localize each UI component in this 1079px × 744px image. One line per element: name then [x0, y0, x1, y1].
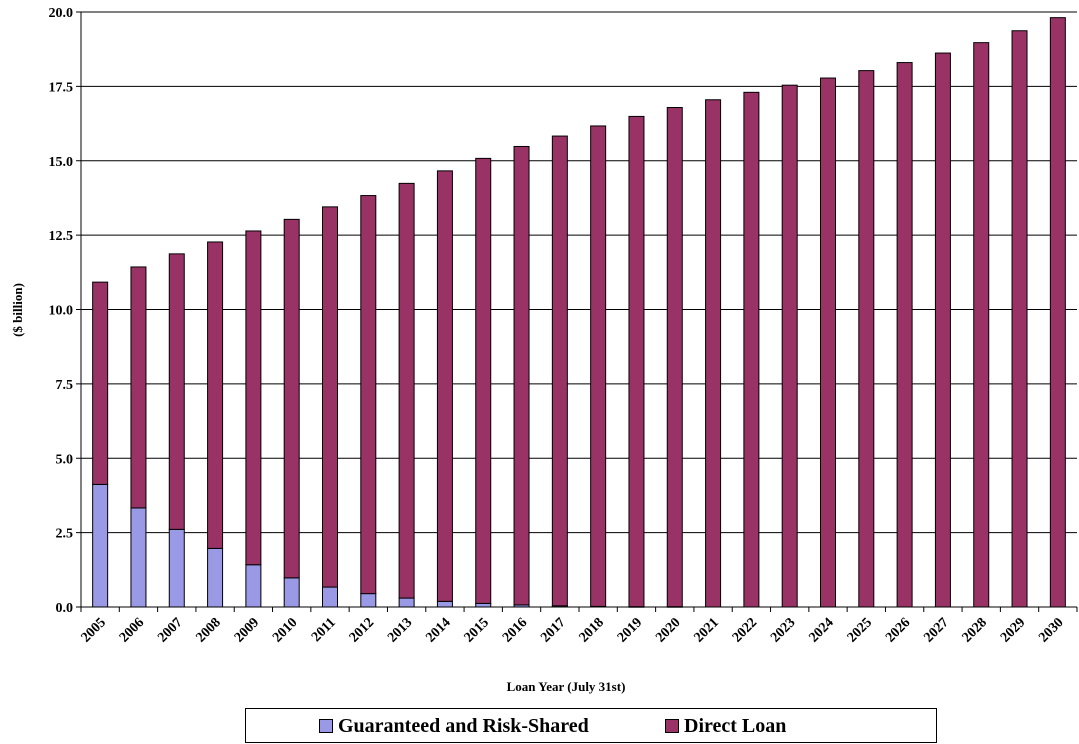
x-tick-label: 2016: [500, 615, 530, 645]
bar-direct-loan-2009: [245, 230, 262, 566]
x-axis-title: Loan Year (July 31st): [507, 679, 626, 694]
x-tick-label: 2012: [347, 615, 377, 645]
legend-swatch-series-1: [319, 719, 333, 733]
x-tick-label: 2010: [270, 615, 300, 645]
x-tick-label: 2019: [615, 615, 645, 645]
bar-direct-loan-2005: [92, 281, 109, 485]
bar-direct-loan-2029: [1011, 30, 1028, 608]
bar-guaranteed-2010: [283, 577, 300, 608]
x-tick-label: 2009: [232, 615, 262, 645]
bar-guaranteed-2006: [130, 507, 147, 608]
x-tick-label: 2028: [960, 615, 990, 645]
bar-direct-loan-2023: [781, 84, 798, 608]
bar-guaranteed-2015: [475, 602, 492, 608]
y-tick-label: 20.0: [49, 6, 74, 21]
bar-direct-loan-2025: [858, 70, 875, 608]
bar-direct-loan-2022: [743, 91, 760, 608]
y-tick-label: 17.5: [49, 80, 74, 95]
bar-direct-loan-2014: [436, 170, 453, 602]
bar-direct-loan-2017: [551, 135, 568, 607]
bar-guaranteed-2014: [436, 600, 453, 608]
x-tick-label: 2030: [1036, 615, 1066, 645]
y-tick-label: 2.5: [56, 527, 74, 542]
bar-guaranteed-2009: [245, 564, 262, 608]
y-tick-label: 10.0: [49, 304, 74, 319]
bar-direct-loan-2019: [628, 115, 645, 608]
x-tick-label: 2011: [309, 615, 339, 645]
bar-direct-loan-2021: [705, 99, 722, 608]
x-tick-label: 2005: [79, 615, 109, 645]
bar-guaranteed-2012: [360, 593, 377, 608]
bar-direct-loan-2030: [1049, 17, 1066, 608]
legend-item-series-1: Guaranteed and Risk-Shared: [319, 716, 589, 736]
x-tick-label: 2006: [117, 615, 147, 645]
x-tick-label: 2007: [155, 615, 185, 645]
axes: [76, 11, 1078, 612]
gridlines: [81, 11, 1077, 534]
x-tick-labels: 2005 2006 2007 2008 2009 2010 2011 2012 2013 2014…: [79, 615, 1067, 645]
x-tick-label: 2026: [883, 615, 913, 645]
x-tick-label: 2029: [998, 615, 1028, 645]
y-tick-label: 15.0: [49, 155, 74, 170]
y-tick-label: 7.5: [56, 378, 74, 393]
bar-direct-loan-2016: [513, 145, 530, 606]
bar-guaranteed-2008: [207, 547, 224, 608]
bar-direct-loan-2007: [168, 253, 185, 530]
bar-direct-loan-2011: [322, 206, 338, 588]
x-tick-label: 2017: [538, 615, 568, 645]
x-tick-label: 2015: [462, 615, 492, 645]
x-tick-label: 2025: [845, 615, 875, 645]
x-tick-label: 2013: [385, 615, 415, 645]
y-axis-title: ($ billion): [10, 283, 25, 337]
bar-direct-loan-2008: [207, 241, 224, 549]
bar-direct-loan-2018: [590, 125, 607, 607]
x-tick-label: 2008: [193, 615, 223, 645]
x-tick-label: 2018: [577, 615, 607, 645]
bar-guaranteed-2011: [322, 586, 338, 608]
bar-direct-loan-2026: [896, 62, 913, 608]
x-tick-label: 2014: [423, 615, 453, 645]
bar-guaranteed-2013: [398, 597, 415, 608]
x-tick-label: 2024: [806, 615, 836, 645]
x-tick-label: 2022: [730, 615, 760, 645]
x-tick-label: 2023: [768, 615, 798, 645]
bar-direct-loan-2015: [475, 157, 492, 604]
bar-direct-loan-2006: [130, 266, 147, 509]
legend-label-series-2: Direct Loan: [684, 715, 787, 737]
bar-direct-loan-2020: [666, 106, 683, 608]
legend-swatch-series-2: [665, 719, 679, 733]
bar-direct-loan-2010: [283, 218, 300, 579]
bar-direct-loan-2028: [973, 42, 990, 608]
y-tick-label: 12.5: [49, 229, 74, 244]
x-tick-label: 2020: [653, 615, 683, 645]
legend-label-series-1: Guaranteed and Risk-Shared: [338, 715, 589, 737]
bar-guaranteed-2005: [92, 483, 109, 608]
bar-direct-loan-2012: [360, 195, 377, 595]
bar-direct-loan-2027: [934, 52, 951, 608]
bar-guaranteed-2007: [168, 528, 185, 608]
legend-item-series-2: Direct Loan: [665, 716, 786, 736]
y-tick-labels: 0.0 2.5 5.0 7.5 10.0 12.5 15.0 17.5 20.0: [49, 6, 74, 616]
x-tick-label: 2021: [691, 615, 721, 645]
bar-direct-loan-2024: [820, 77, 836, 608]
y-tick-label: 0.0: [56, 601, 74, 616]
bar-direct-loan-2013: [398, 182, 415, 599]
bars: [92, 17, 1066, 608]
y-tick-label: 5.0: [56, 452, 74, 467]
legend: Guaranteed and Risk-Shared Direct Loan: [245, 708, 937, 743]
x-tick-label: 2027: [921, 615, 951, 645]
